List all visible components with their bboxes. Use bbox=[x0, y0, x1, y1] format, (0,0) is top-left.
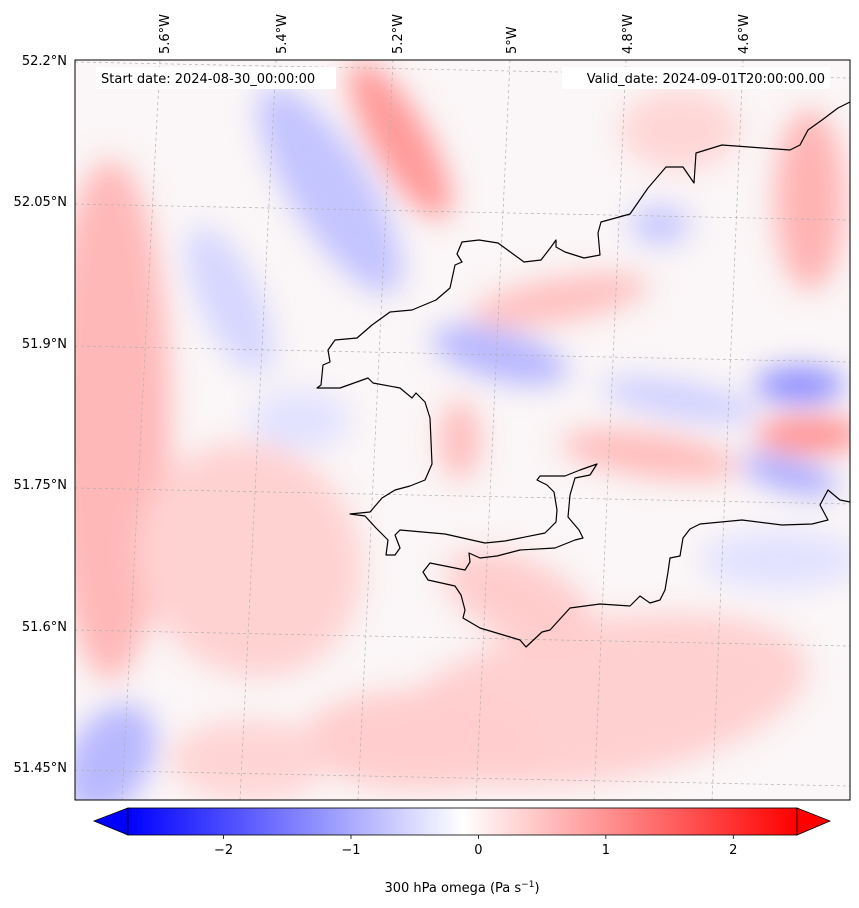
lon-label-5-2w: 5.2°W bbox=[391, 14, 406, 54]
lat-label-51-45n: 51.45°N bbox=[14, 761, 67, 776]
colorbar-extend-max bbox=[796, 807, 832, 836]
start-date-box bbox=[96, 67, 336, 89]
colorbar: −2 −1 0 1 2 300 hPa omega (Pa s−1) bbox=[92, 807, 832, 896]
valid-date-box bbox=[562, 67, 830, 89]
lon-label-5w: 5°W bbox=[505, 26, 520, 54]
lon-label-5-4w: 5.4°W bbox=[275, 14, 290, 54]
valid-date-text: Valid_date: 2024-09-01T20:00:00.00 bbox=[587, 72, 825, 87]
lon-label-4-6w: 4.6°W bbox=[737, 14, 752, 54]
lat-label-52-05n: 52.05°N bbox=[14, 195, 67, 210]
colorbar-label: 300 hPa omega (Pa s−1) bbox=[384, 880, 539, 896]
colorbar-extend-min bbox=[92, 807, 129, 836]
colorbar-bar bbox=[127, 807, 798, 836]
colorbar-tick-label: 2 bbox=[729, 843, 737, 858]
lat-label-51-6n: 51.6°N bbox=[22, 620, 67, 635]
latitude-labels: 52.2°N 52.05°N 51.9°N 51.75°N 51.6°N 51.… bbox=[14, 54, 67, 776]
lat-label-51-75n: 51.75°N bbox=[14, 478, 67, 493]
start-date-text: Start date: 2024-08-30_00:00:00 bbox=[101, 72, 315, 87]
colorbar-tick-label: −1 bbox=[341, 843, 360, 858]
coastline bbox=[316, 101, 850, 648]
lat-label-52-2n: 52.2°N bbox=[22, 54, 67, 69]
colorbar-ticks: −2 −1 0 1 2 bbox=[214, 835, 737, 858]
longitude-labels: 5.6°W 5.4°W 5.2°W 5°W 4.8°W 4.6°W bbox=[158, 14, 752, 54]
map-frame bbox=[74, 59, 851, 801]
lat-label-51-9n: 51.9°N bbox=[22, 337, 67, 352]
lon-label-5-6w: 5.6°W bbox=[158, 14, 173, 54]
colorbar-tick-label: 0 bbox=[474, 843, 482, 858]
omega-field bbox=[75, 60, 850, 800]
lon-label-4-8w: 4.8°W bbox=[621, 14, 636, 54]
colorbar-tick-label: 1 bbox=[602, 843, 610, 858]
colorbar-tick-label: −2 bbox=[214, 843, 233, 858]
